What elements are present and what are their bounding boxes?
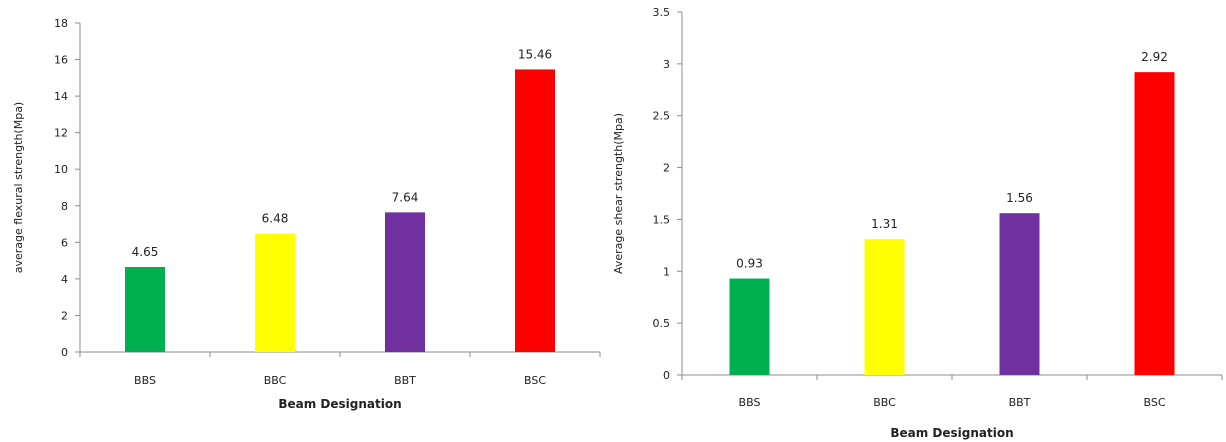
shear-strength-chart: 0 0.5 1 1.5 2 2.5 3 3.5 0.93 BBS 1.31 BBC 1.56 BBT 2.9…	[612, 6, 1223, 440]
x-tick-label: BBC	[873, 396, 896, 409]
x-tick-label: BBT	[1009, 396, 1031, 409]
shear-y-axis-title: Average shear strength(Mpa)	[612, 113, 625, 274]
y-tick-label: 14	[54, 90, 68, 103]
y-tick-label: 6	[61, 236, 68, 249]
data-label: 15.46	[518, 47, 552, 61]
y-tick-label: 12	[54, 127, 68, 140]
bar-bbs	[729, 278, 770, 375]
bar-bsc	[515, 69, 555, 353]
y-tick-label: 1.5	[653, 213, 671, 226]
data-label: 6.48	[262, 212, 289, 226]
y-tick-label: 0	[663, 369, 670, 382]
data-label: 1.56	[1006, 191, 1033, 205]
y-tick-label: 4	[61, 273, 68, 286]
shear-x-axis-title: Beam Designation	[890, 426, 1013, 440]
x-tick-label: BBS	[134, 374, 156, 387]
y-tick-label: 2.5	[653, 110, 671, 123]
bar-bbc	[864, 239, 905, 375]
x-tick-label: BBT	[394, 374, 416, 387]
y-tick-label: 16	[54, 54, 68, 67]
y-tick-label: 0.5	[653, 317, 671, 330]
x-tick-label: BSC	[1143, 396, 1165, 409]
bar-bbc	[255, 233, 295, 352]
data-label: 0.93	[736, 257, 763, 271]
bar-bsc	[1134, 72, 1175, 375]
flexural-y-axis-title: average flexural strength(Mpa)	[12, 102, 25, 273]
data-label: 4.65	[132, 245, 159, 259]
y-tick-label: 18	[54, 17, 68, 30]
y-tick-label: 8	[61, 200, 68, 213]
x-tick-label: BBS	[739, 396, 761, 409]
y-tick-label: 2	[663, 162, 670, 175]
x-tick-label: BSC	[524, 374, 546, 387]
bar-bbt	[385, 212, 425, 352]
data-label: 2.92	[1141, 50, 1168, 64]
y-tick-label: 2	[61, 309, 68, 322]
bar-bbt	[999, 213, 1040, 375]
y-tick-label: 0	[61, 346, 68, 359]
flexural-x-axis-title: Beam Designation	[278, 397, 401, 411]
y-tick-label: 10	[54, 163, 68, 176]
y-tick-label: 3	[663, 58, 670, 71]
data-label: 1.31	[871, 217, 898, 231]
x-tick-label: BBC	[264, 374, 287, 387]
flexural-strength-chart: 0 2 4 6 8 10 12 14 16 18 4.65 BBS 6.48 BBC 7.64 BBT 15.4…	[12, 17, 601, 411]
y-tick-label: 3.5	[653, 6, 671, 19]
data-label: 7.64	[392, 190, 419, 204]
bar-bbs	[125, 267, 165, 352]
y-tick-label: 1	[663, 265, 670, 278]
